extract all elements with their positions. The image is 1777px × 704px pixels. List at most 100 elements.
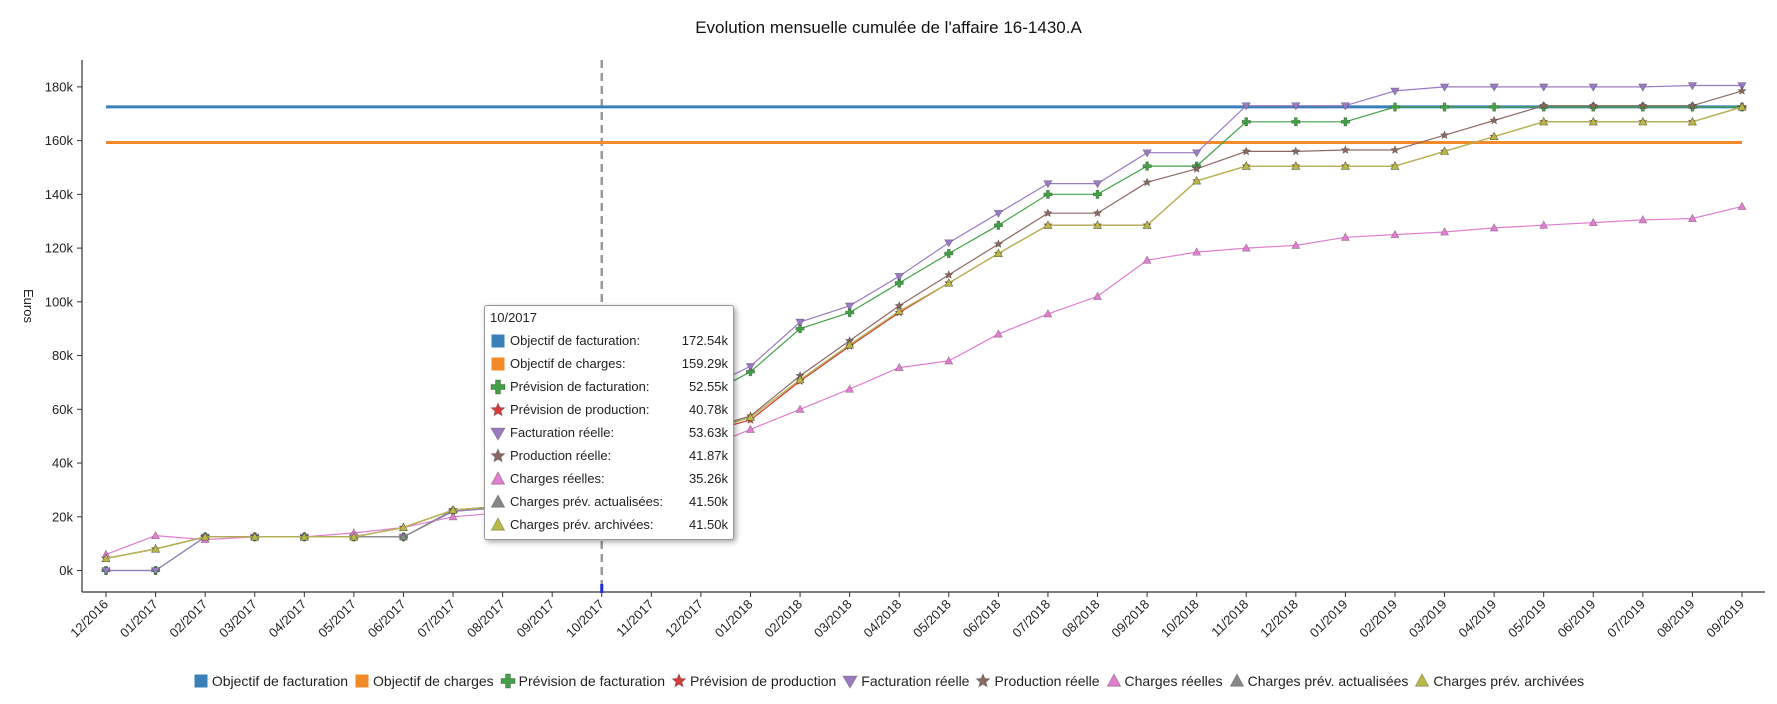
data-point	[1142, 149, 1152, 158]
star-icon	[671, 673, 687, 688]
data-point	[1192, 176, 1202, 185]
legend-label: Objectif de facturation	[211, 673, 349, 689]
tooltip-row-value: 52.55k	[688, 379, 728, 394]
square-icon	[491, 357, 505, 370]
tooltip-row: Objectif de charges: 159.29k	[490, 352, 728, 375]
data-point	[993, 239, 1004, 249]
data-point	[894, 273, 904, 282]
data-point	[993, 248, 1003, 257]
legend-item[interactable]: Charges prév. actualisées	[1229, 673, 1408, 689]
tooltip-row-value: 35.26k	[688, 471, 728, 486]
x-tick-label: 04/2017	[266, 597, 310, 641]
cross-icon	[500, 673, 516, 689]
series-line	[105, 106, 1743, 559]
data-point	[1092, 208, 1103, 218]
data-point	[745, 367, 755, 377]
data-point	[1538, 83, 1549, 92]
data-point	[1043, 309, 1053, 318]
data-point	[1687, 213, 1697, 222]
data-point	[1737, 201, 1747, 210]
data-point	[1687, 100, 1698, 110]
data-point	[1291, 161, 1301, 170]
data-point	[1489, 115, 1499, 125]
triangle-icon	[1229, 673, 1245, 687]
data-point	[1241, 161, 1251, 170]
x-tick-label: 12/2017	[662, 597, 706, 641]
y-tick-label: 160k	[45, 133, 74, 148]
y-tick-label: 180k	[45, 79, 74, 94]
data-point	[1638, 215, 1648, 224]
data-point	[150, 567, 161, 576]
data-point	[101, 553, 111, 562]
data-point	[1093, 189, 1103, 199]
series-line	[105, 106, 1743, 559]
legend-item[interactable]: Prévision de facturation	[500, 673, 665, 689]
x-tick-label: 05/2019	[1505, 597, 1549, 641]
data-point	[448, 511, 458, 521]
legend-item[interactable]: Prévision de production	[671, 673, 836, 689]
data-point	[1340, 145, 1351, 155]
data-point	[894, 278, 904, 288]
data-point	[349, 532, 359, 541]
x-tick-label: 08/2019	[1654, 597, 1698, 641]
x-tick-label: 08/2018	[1059, 597, 1103, 641]
legend-item[interactable]: Facturation réelle	[842, 673, 969, 689]
data-point	[299, 532, 309, 541]
tooltip-row-label: Charges réelles:	[510, 471, 605, 486]
data-point	[1539, 116, 1549, 126]
data-point	[1539, 220, 1549, 229]
data-point	[1093, 220, 1103, 229]
data-point	[1737, 102, 1747, 111]
series-line	[106, 84, 1742, 572]
tooltip-row-value: 159.29k	[681, 356, 728, 371]
hover-tooltip: 10/2017 Objectif de facturation: 172.54k O…	[484, 305, 734, 540]
data-point	[845, 384, 855, 393]
x-tick-label: 11/2018	[1208, 597, 1251, 640]
data-point	[1638, 83, 1648, 92]
tooltip-row: Charges réelles: 35.26k	[490, 467, 728, 490]
data-point	[1043, 180, 1053, 189]
tooltip-row-label: Facturation réelle:	[510, 425, 615, 440]
legend-item[interactable]: Objectif de charges	[354, 673, 494, 689]
data-point	[795, 404, 805, 413]
data-point	[250, 532, 260, 541]
tooltip-row-value: 40.78k	[688, 402, 728, 417]
data-point	[795, 324, 805, 334]
legend-item[interactable]: Production réelle	[975, 673, 1100, 689]
cross-icon	[490, 379, 506, 394]
x-axis-hover-marker	[600, 584, 604, 593]
y-tick-label: 140k	[45, 187, 74, 202]
data-point	[1291, 146, 1301, 156]
data-point	[1142, 161, 1152, 171]
star-icon	[490, 447, 506, 463]
series-line	[105, 205, 1743, 555]
x-tick-label: 06/2018	[960, 597, 1004, 641]
data-point	[1489, 131, 1499, 141]
legend-label: Prévision de facturation	[518, 673, 665, 689]
data-point	[745, 424, 755, 433]
series-charges-pr-v-archiv-es	[101, 102, 1747, 562]
data-point	[1340, 161, 1350, 170]
data-point	[1489, 223, 1499, 232]
legend-item[interactable]: Charges réelles	[1106, 673, 1223, 689]
legend-item[interactable]: Charges prév. archivées	[1414, 673, 1584, 689]
x-tick-label: 06/2017	[365, 597, 409, 641]
data-point	[1043, 208, 1053, 218]
tri-down-icon	[490, 427, 506, 441]
x-tick-label: 03/2017	[216, 597, 260, 641]
series-pr-vision-de-production	[101, 102, 1747, 563]
x-tick-label: 12/2016	[67, 597, 111, 641]
y-axis-title: Euros	[21, 289, 36, 323]
data-point	[398, 532, 408, 541]
series-charges-r-elles	[101, 201, 1747, 558]
data-point	[944, 239, 954, 248]
legend-item[interactable]: Objectif de facturation	[193, 673, 348, 689]
y-tick-label: 100k	[45, 294, 74, 309]
tooltip-row: Charges prév. actualisées: 41.50k	[490, 490, 728, 513]
data-point	[1043, 189, 1053, 199]
data-point	[1093, 291, 1103, 300]
line-chart: 0k 20k 40k 60k 80k 100k 120k 140k 160k 180k 12/201…	[21, 60, 1765, 641]
tooltip-row: Prévision de facturation: 52.55k	[490, 375, 728, 398]
data-point	[845, 339, 855, 349]
series-production-r-elle	[101, 85, 1747, 563]
